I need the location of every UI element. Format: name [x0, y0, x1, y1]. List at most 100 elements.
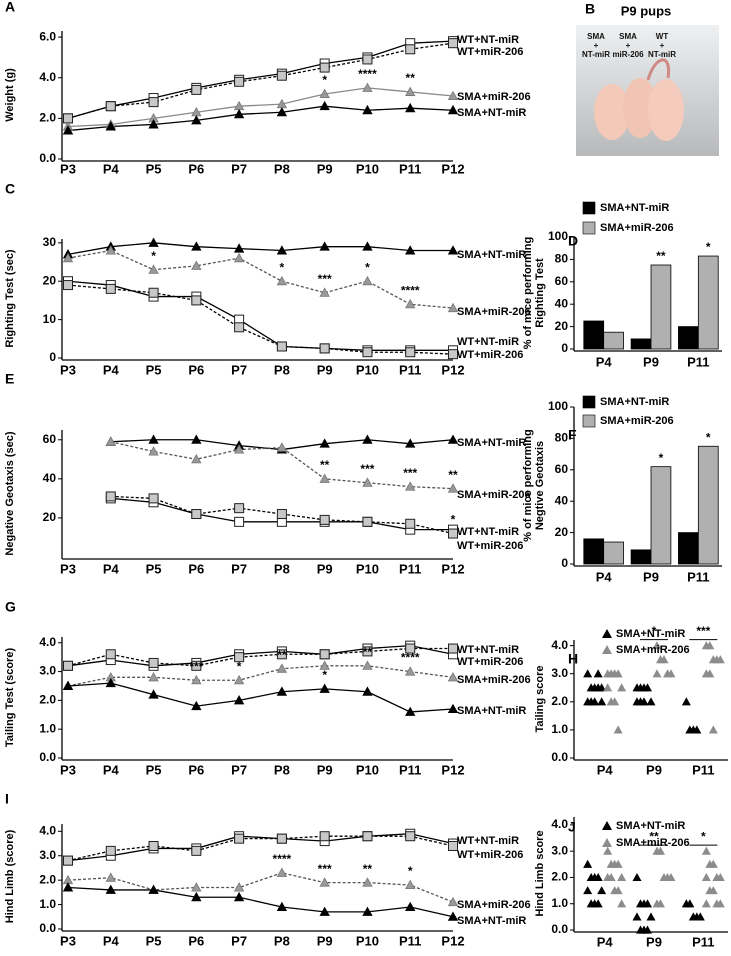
- y-axis-title: Tailing score: [534, 665, 546, 732]
- point: [597, 886, 607, 895]
- y-tick-label: 6.0: [39, 29, 56, 43]
- point: [590, 697, 600, 706]
- y-tick-label: 2.0: [39, 872, 56, 886]
- panel-letter: C: [5, 181, 15, 197]
- marker: [405, 879, 416, 890]
- x-tick-label: P11: [399, 362, 421, 377]
- legend-swatch: [582, 414, 596, 428]
- panel-letter: H: [568, 651, 578, 667]
- point: [695, 912, 705, 921]
- y-tick-label: 2.0: [39, 693, 56, 707]
- marker: [276, 686, 288, 696]
- x-tick-label: P4: [597, 762, 614, 777]
- marker: [63, 660, 73, 671]
- marker: [62, 680, 74, 690]
- point: [666, 669, 676, 678]
- marker: [319, 877, 330, 887]
- marker: [105, 677, 116, 688]
- series-label: WT+NT-miR: [457, 644, 519, 656]
- bar: [630, 338, 652, 350]
- x-tick-label: P4: [103, 762, 120, 777]
- marker: [405, 102, 416, 113]
- series-label: WT+miR-206: [457, 849, 523, 861]
- point: [643, 925, 652, 934]
- x-tick-label: P8: [274, 161, 290, 176]
- marker: [362, 241, 373, 251]
- point: [652, 669, 662, 678]
- point: [593, 899, 603, 908]
- significance: ***: [189, 659, 203, 673]
- legend-swatch: [582, 221, 596, 235]
- y-tick-label: 20: [555, 319, 569, 333]
- y-axis-title: Weight (g): [4, 68, 16, 122]
- x-tick-label: P9: [643, 569, 659, 584]
- x-tick-label: P4: [103, 362, 120, 377]
- y-tick-label: 2.0: [551, 870, 568, 884]
- series-line: [67, 886, 454, 918]
- marker: [105, 121, 116, 131]
- y-tick-label: 4.0: [39, 823, 56, 837]
- y-tick-label: 4.0: [551, 817, 568, 831]
- marker: [362, 104, 373, 115]
- significance: *: [701, 829, 706, 843]
- y-axis-title: Hind Limb score: [534, 830, 546, 916]
- x-tick-label: P4: [596, 354, 613, 369]
- x-tick-label: P4: [103, 161, 120, 176]
- legend-marker: [602, 629, 612, 638]
- significance: ****: [273, 852, 292, 866]
- point: [613, 859, 623, 868]
- legend-label: SMA+miR-206: [600, 415, 674, 427]
- marker: [148, 689, 159, 699]
- point: [701, 899, 711, 908]
- marker: [191, 453, 202, 464]
- marker: [447, 90, 459, 101]
- marker: [276, 901, 288, 912]
- x-tick-label: P12: [441, 762, 464, 777]
- x-tick-label: P10: [356, 161, 379, 176]
- marker: [405, 706, 416, 716]
- marker: [319, 287, 330, 297]
- y-tick-label: 0.0: [39, 921, 56, 935]
- panel-letter: B: [585, 1, 595, 17]
- x-tick-label: P3: [60, 933, 76, 948]
- significance: *: [659, 451, 664, 465]
- significance: *: [408, 864, 413, 878]
- x-tick-label: P11: [687, 569, 709, 584]
- marker: [191, 882, 202, 892]
- x-tick-label: P9: [317, 161, 333, 176]
- significance: **: [649, 829, 659, 843]
- photo-label: WT: [656, 32, 669, 41]
- point: [583, 886, 593, 895]
- y-tick-label: 1.0: [39, 721, 56, 735]
- marker: [191, 434, 202, 444]
- marker: [63, 280, 73, 291]
- significance: **: [320, 458, 330, 472]
- series-label: WT+miR-206: [457, 540, 523, 552]
- x-tick-label: P7: [231, 362, 247, 377]
- bar: [583, 320, 605, 350]
- x-tick-label: P6: [188, 933, 204, 948]
- marker: [447, 245, 459, 255]
- marker: [276, 509, 287, 520]
- x-tick-label: P8: [274, 762, 290, 777]
- tail: [646, 58, 671, 81]
- photo-label: SMA: [587, 32, 605, 41]
- marker: [148, 493, 159, 504]
- series-line: [67, 835, 454, 862]
- x-tick-label: P3: [60, 762, 76, 777]
- y-tick-label: 0: [561, 556, 568, 570]
- significance: **: [406, 71, 416, 85]
- x-tick-label: P10: [356, 933, 379, 948]
- point: [652, 641, 662, 650]
- bar: [583, 538, 605, 565]
- legend-marker: [602, 838, 612, 847]
- marker: [62, 882, 74, 892]
- marker: [448, 528, 458, 539]
- x-tick-label: P4: [596, 569, 613, 584]
- marker: [191, 845, 202, 856]
- bar: [678, 532, 699, 565]
- x-tick-label: P10: [356, 561, 379, 576]
- x-tick-label: P4: [103, 561, 120, 576]
- marker: [233, 695, 245, 705]
- significance: ****: [401, 651, 420, 665]
